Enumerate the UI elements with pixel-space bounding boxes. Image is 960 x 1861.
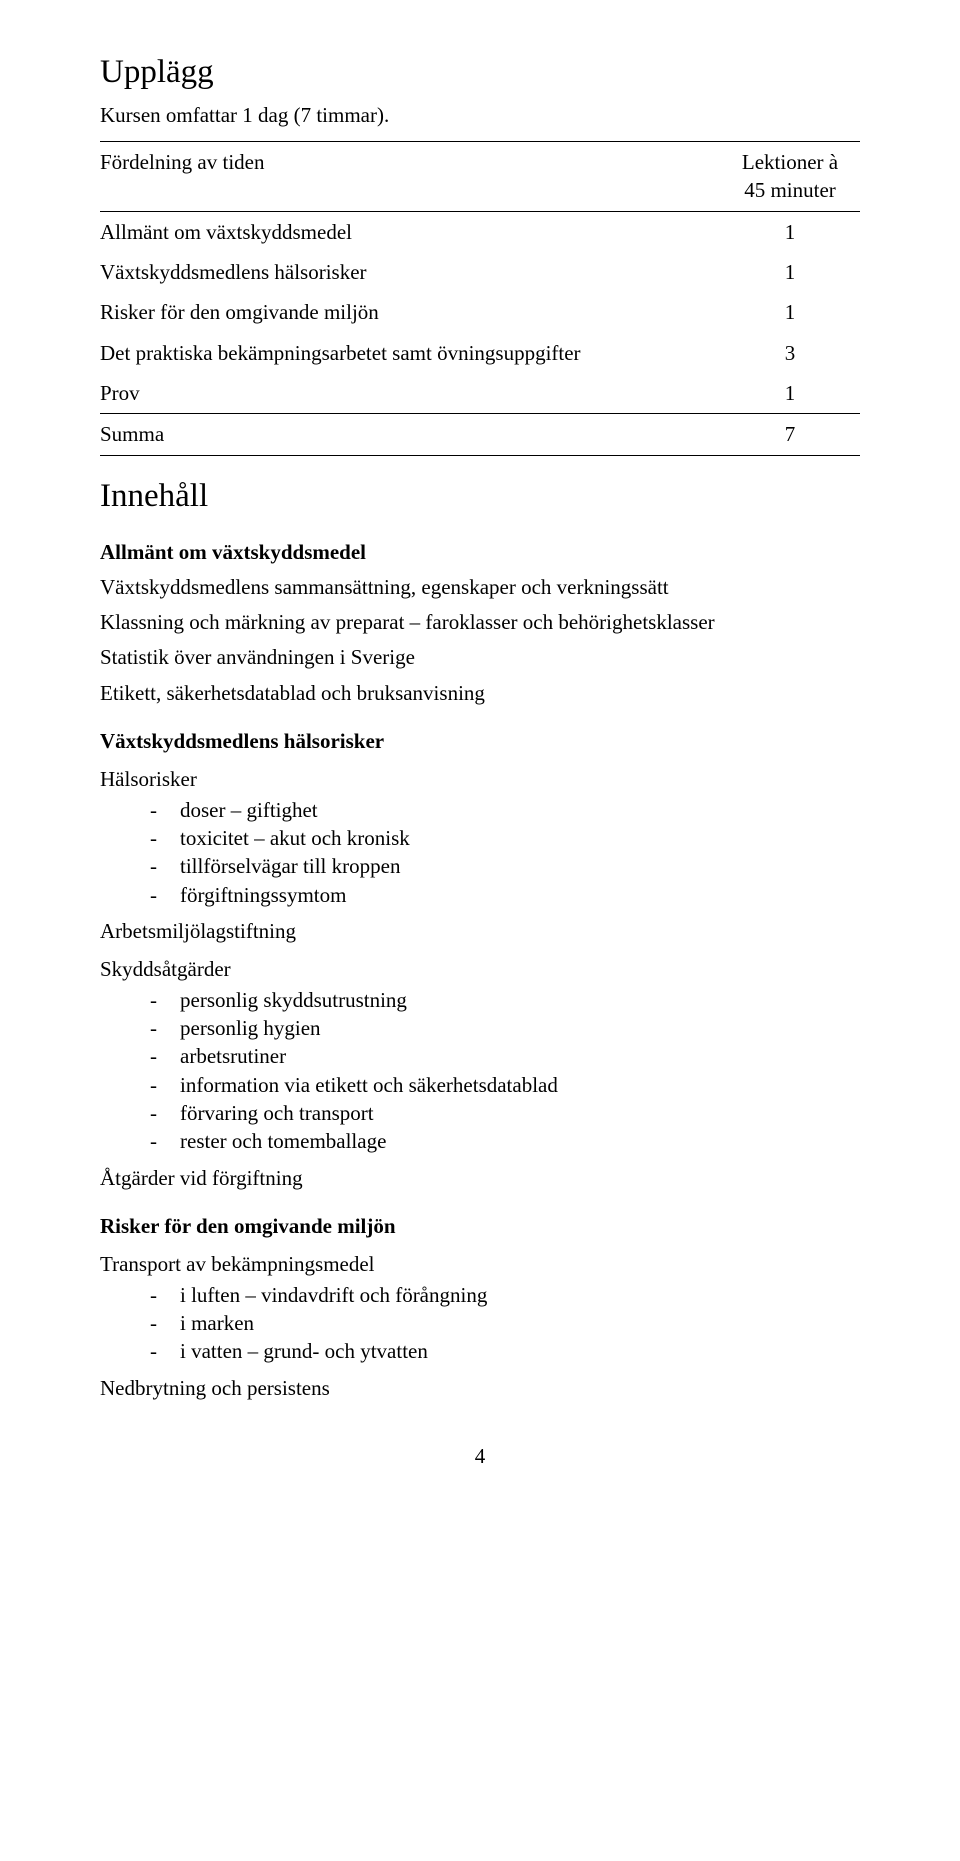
table-row-label: Växtskyddsmedlens hälsorisker — [100, 252, 720, 292]
table-row-value: 1 — [720, 373, 860, 414]
table-row-label: Prov — [100, 373, 720, 414]
table-row-value: 1 — [720, 252, 860, 292]
content-line: Växtskyddsmedlens sammansättning, egensk… — [100, 573, 860, 601]
list-item: förvaring och transport — [100, 1099, 860, 1127]
list-item: i luften – vindavdrift och förångning — [100, 1281, 860, 1309]
content-line: Statistik över användningen i Sverige — [100, 643, 860, 671]
intro-line: Kursen omfattar 1 dag (7 timmar). — [100, 101, 860, 129]
list-item: personlig hygien — [100, 1014, 860, 1042]
table-row-value: 3 — [720, 333, 860, 373]
table-sum-value: 7 — [720, 414, 860, 455]
section-heading-miljo: Risker för den omgivande miljön — [100, 1212, 860, 1240]
list-item: rester och tomemballage — [100, 1127, 860, 1155]
heading-upplagg: Upplägg — [100, 50, 860, 95]
list-item: tillförselvägar till kroppen — [100, 852, 860, 880]
table-row-label: Allmänt om växtskyddsmedel — [100, 211, 720, 252]
heading-innehall: Innehåll — [100, 474, 860, 519]
content-line: Klassning och märkning av preparat – far… — [100, 608, 860, 636]
list-item: personlig skyddsutrustning — [100, 986, 860, 1014]
section-heading-halsorisker: Växtskyddsmedlens hälsorisker — [100, 727, 860, 755]
content-line: Nedbrytning och persistens — [100, 1374, 860, 1402]
list-item: toxicitet – akut och kronisk — [100, 824, 860, 852]
table-row-value: 1 — [720, 292, 860, 332]
table-row-label: Risker för den omgivande miljön — [100, 292, 720, 332]
list-item: förgiftningssymtom — [100, 881, 860, 909]
section-heading-allmant: Allmänt om växtskyddsmedel — [100, 538, 860, 566]
subheading-transport: Transport av bekämpningsmedel — [100, 1250, 860, 1278]
schedule-table: Fördelning av tiden Lektioner à 45 minut… — [100, 141, 860, 456]
list-item: i vatten – grund- och ytvatten — [100, 1337, 860, 1365]
table-header-right: Lektioner à 45 minuter — [720, 141, 860, 211]
list-transport: i luften – vindavdrift och förångning i … — [100, 1281, 860, 1366]
table-sum-label: Summa — [100, 414, 720, 455]
page-number: 4 — [100, 1442, 860, 1470]
list-item: information via etikett och säkerhetsdat… — [100, 1071, 860, 1099]
list-item: doser – giftighet — [100, 796, 860, 824]
list-skyddsatgarder: personlig skyddsutrustning personlig hyg… — [100, 986, 860, 1156]
subheading-halsorisker: Hälsorisker — [100, 765, 860, 793]
content-line: Arbetsmiljölagstiftning — [100, 917, 860, 945]
subheading-skyddsatgarder: Skyddsåtgärder — [100, 955, 860, 983]
list-item: arbetsrutiner — [100, 1042, 860, 1070]
table-row-label: Det praktiska bekämpningsarbetet samt öv… — [100, 333, 720, 373]
content-line: Åtgärder vid förgiftning — [100, 1164, 860, 1192]
list-halsorisker: doser – giftighet toxicitet – akut och k… — [100, 796, 860, 909]
list-item: i marken — [100, 1309, 860, 1337]
content-line: Etikett, säkerhetsdatablad och bruksanvi… — [100, 679, 860, 707]
table-header-left: Fördelning av tiden — [100, 141, 720, 211]
table-row-value: 1 — [720, 211, 860, 252]
